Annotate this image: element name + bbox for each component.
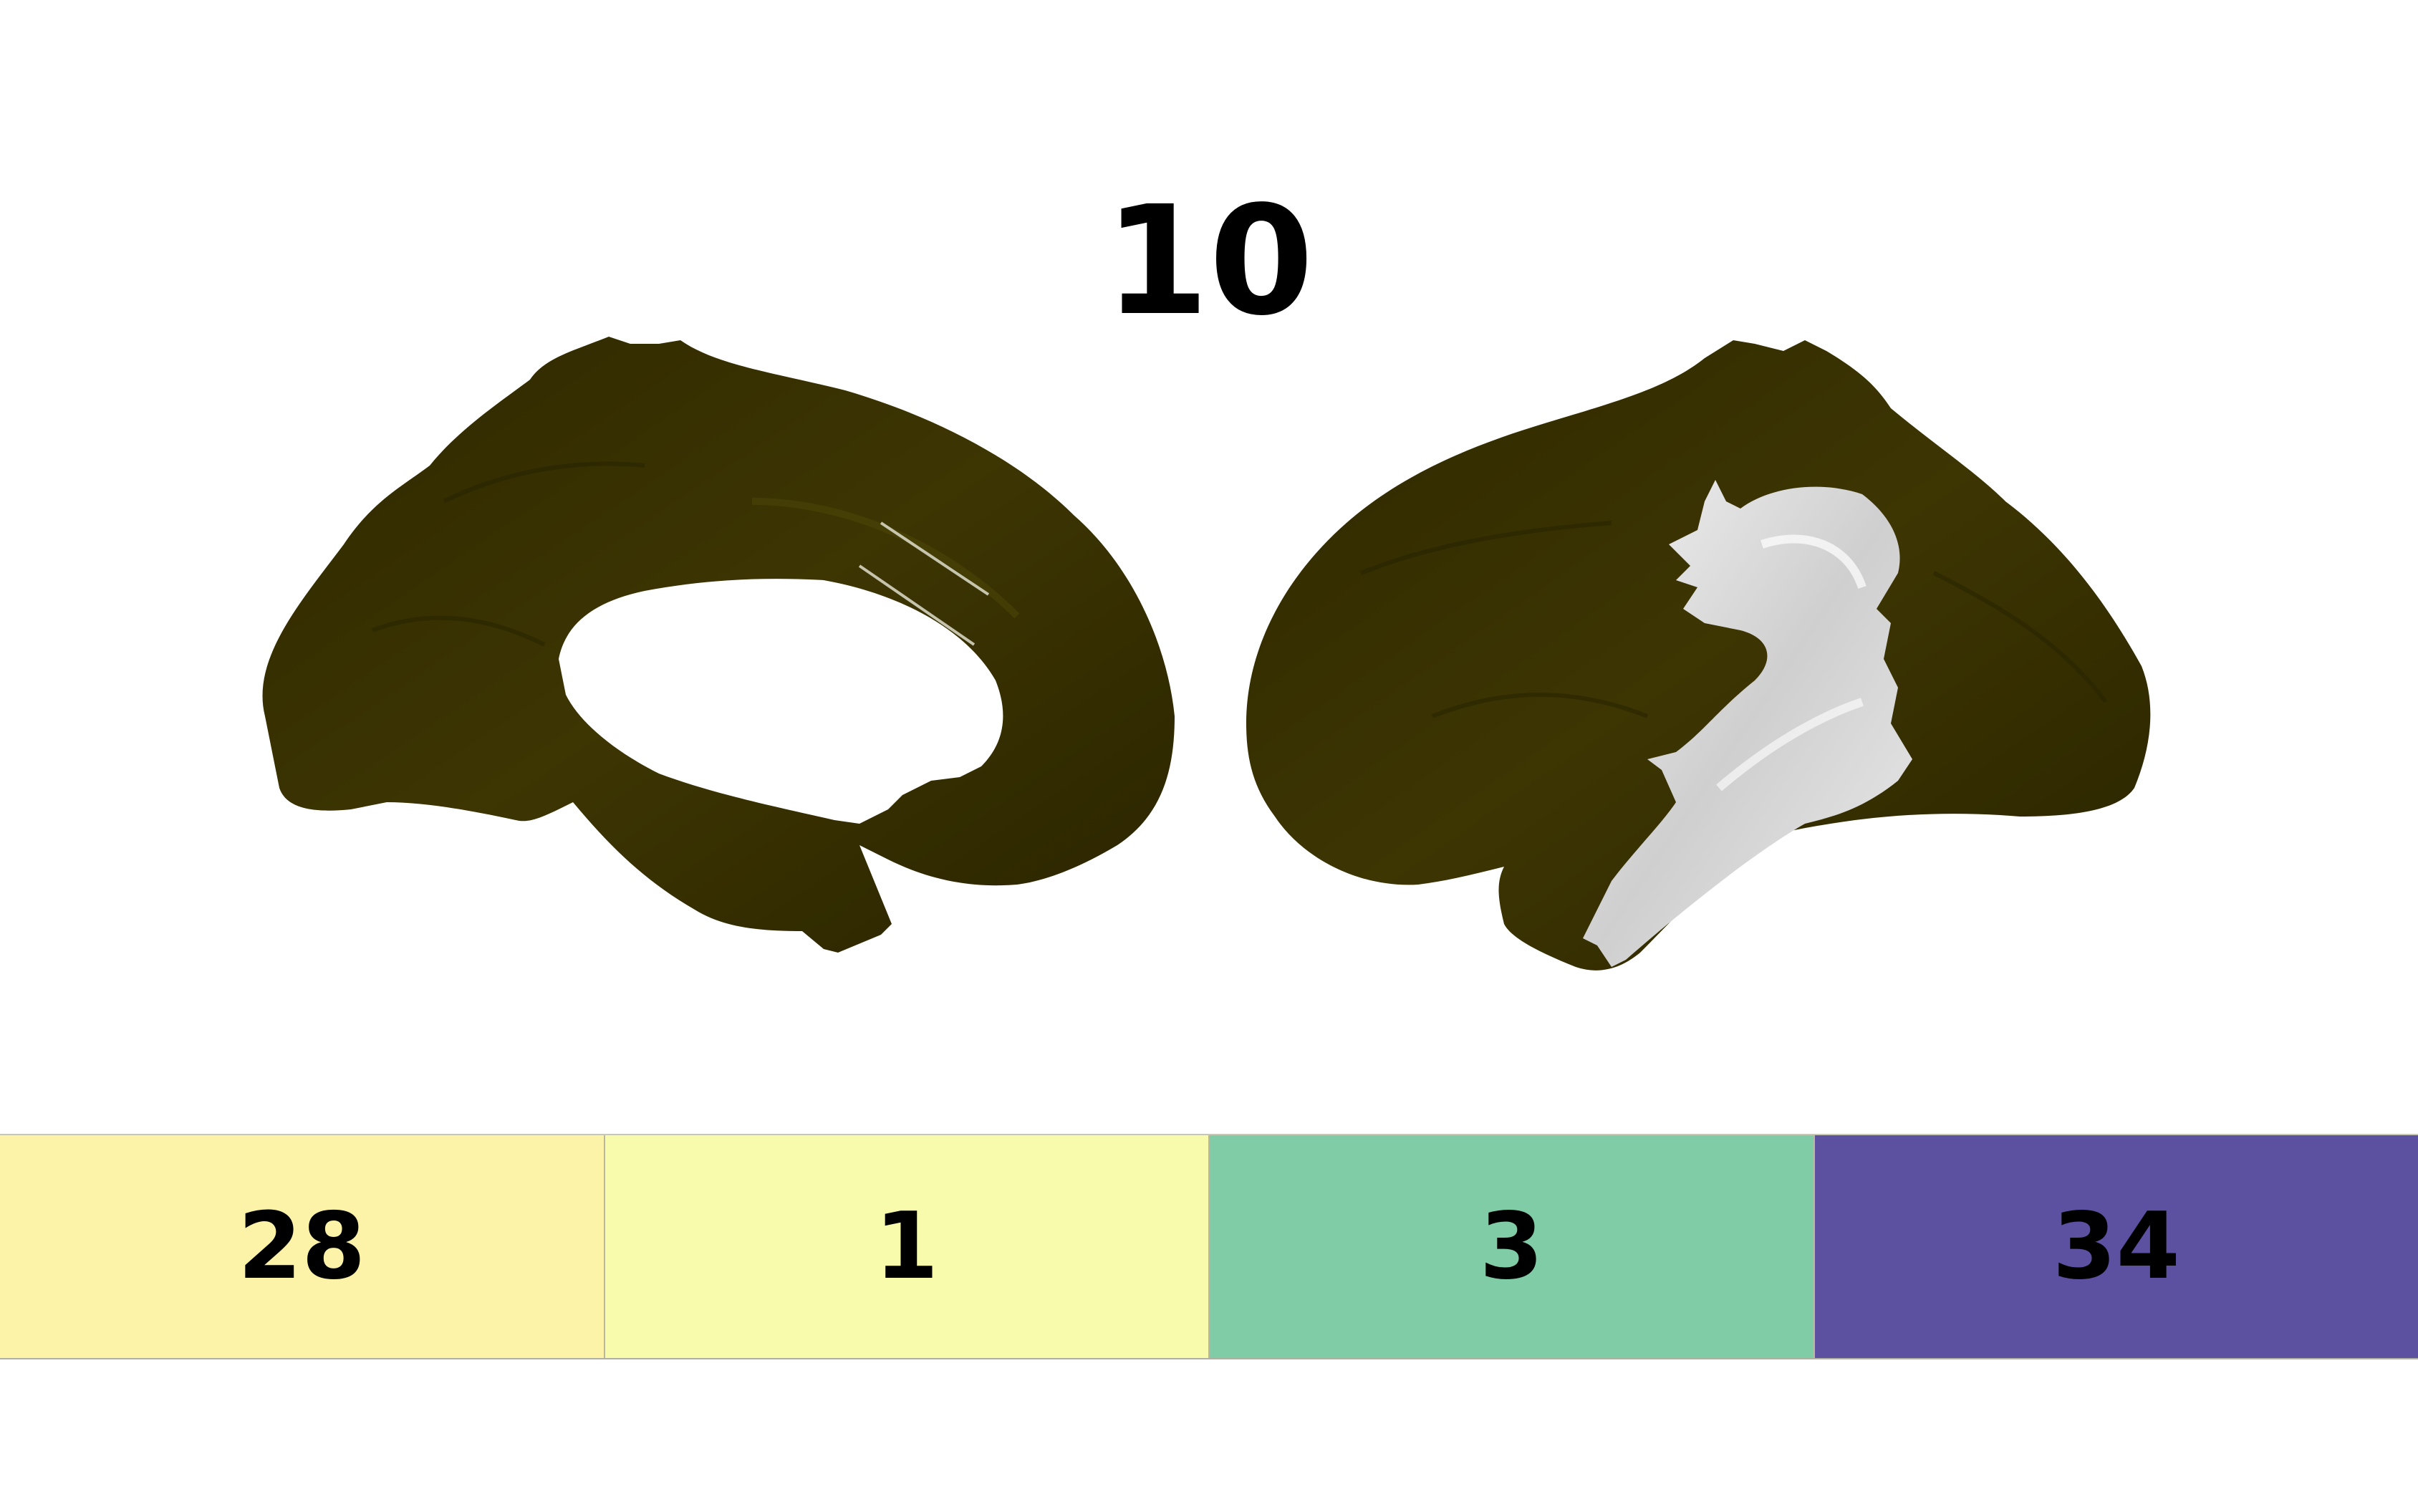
legend-cell: 34 xyxy=(1814,1135,2418,1358)
legend-cell: 28 xyxy=(0,1135,605,1358)
medial-brain-view xyxy=(262,337,1175,953)
page-title: 10 xyxy=(1104,173,1314,349)
highlighted-region xyxy=(1583,480,1912,967)
brain-views xyxy=(262,337,2151,971)
legend-bar: 28 1 3 34 xyxy=(0,1134,2418,1359)
legend-label: 1 xyxy=(875,1193,939,1300)
lateral-brain-view xyxy=(1246,340,2151,971)
legend-cell: 1 xyxy=(604,1135,1210,1358)
legend-label: 28 xyxy=(238,1193,366,1300)
legend-cell: 3 xyxy=(1210,1135,1815,1358)
legend-label: 3 xyxy=(1479,1193,1543,1300)
legend-label: 34 xyxy=(2052,1193,2180,1300)
